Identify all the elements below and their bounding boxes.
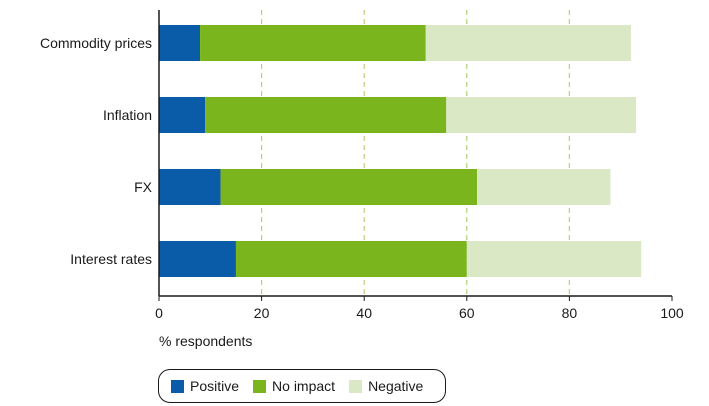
bar-commodity-prices-no-impact xyxy=(200,25,426,61)
bar-fx-negative xyxy=(477,169,611,205)
bar-inflation-negative xyxy=(446,97,637,133)
bar-fx-positive xyxy=(159,169,221,205)
bar-inflation-no-impact xyxy=(205,97,447,133)
category-label-interest-rates: Interest rates xyxy=(70,251,152,267)
bar-commodity-prices-positive xyxy=(159,25,201,61)
x-ticks: 0 20 40 60 80 100 xyxy=(155,296,684,321)
legend-item-negative: Negative xyxy=(349,378,423,394)
x-tick-label-0: 0 xyxy=(155,305,163,321)
legend-label-negative: Negative xyxy=(368,378,424,394)
legend-swatch-positive xyxy=(171,379,184,393)
category-label-commodity-prices: Commodity prices xyxy=(40,35,152,51)
bar-inflation-positive xyxy=(159,97,206,133)
bar-commodity-prices-negative xyxy=(425,25,631,61)
bar-interest-rates-positive xyxy=(159,241,236,277)
x-tick-label-20: 20 xyxy=(254,305,270,321)
x-axis-label: % respondents xyxy=(159,333,252,349)
legend-item-positive: Positive xyxy=(171,378,239,394)
legend-label-positive: Positive xyxy=(190,378,240,394)
bar-interest-rates-no-impact xyxy=(235,241,467,277)
bars xyxy=(159,25,642,277)
axes xyxy=(158,10,672,297)
legend: Positive No impact Negative xyxy=(158,369,446,403)
x-tick-label-80: 80 xyxy=(562,305,578,321)
category-label-fx: FX xyxy=(134,179,153,195)
bar-fx-no-impact xyxy=(220,169,478,205)
legend-label-no-impact: No impact xyxy=(272,378,336,394)
category-label-inflation: Inflation xyxy=(103,107,152,123)
x-tick-label-60: 60 xyxy=(459,305,475,321)
legend-swatch-no-impact xyxy=(253,379,267,393)
x-tick-label-100: 100 xyxy=(660,305,684,321)
legend-swatch-negative xyxy=(349,379,363,393)
category-labels: Commodity prices Inflation FX Interest rate… xyxy=(40,35,153,267)
x-tick-label-40: 40 xyxy=(356,305,372,321)
legend-item-no-impact: No impact xyxy=(253,378,335,394)
bar-interest-rates-negative xyxy=(466,241,642,277)
